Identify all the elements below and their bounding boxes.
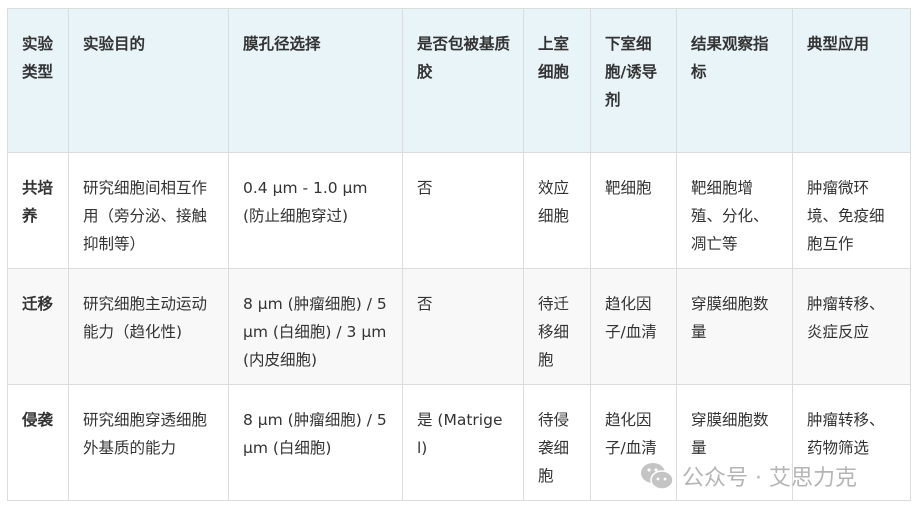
watermark: 公众号 · 艾思力克 xyxy=(640,460,857,492)
table-cell: 肿瘤微环境、免疫细胞互作 xyxy=(792,152,911,269)
table-cell: 共培养 xyxy=(7,152,69,269)
table-cell: 否 xyxy=(402,268,524,385)
table-cell: 穿膜细胞数量 xyxy=(676,384,793,501)
table-cell: 否 xyxy=(402,152,524,269)
header-cell: 上室细胞 xyxy=(523,8,591,153)
header-cell: 典型应用 xyxy=(792,8,911,153)
table-row: 侵袭 研究细胞穿透细胞外基质的能力 8 μm (肿瘤细胞) / 5 μm (白细… xyxy=(7,384,911,501)
table-cell: 研究细胞主动运动能力（趋化性) xyxy=(68,268,229,385)
table-cell: 0.4 μm - 1.0 μm (防止细胞穿过) xyxy=(228,152,403,269)
table-cell: 8 μm (肿瘤细胞) / 5 μm (白细胞) xyxy=(228,384,403,501)
header-cell: 是否包被基质胶 xyxy=(402,8,524,153)
header-cell: 实验目的 xyxy=(68,8,229,153)
table-cell: 研究细胞间相互作用（旁分泌、接触抑制等） xyxy=(68,152,229,269)
table-cell: 研究细胞穿透细胞外基质的能力 xyxy=(68,384,229,501)
table-cell: 是 (Matrigel) xyxy=(402,384,524,501)
table-row: 共培养 研究细胞间相互作用（旁分泌、接触抑制等） 0.4 μm - 1.0 μm… xyxy=(7,152,911,269)
header-cell: 结果观察指标 xyxy=(676,8,793,153)
table-cell: 靶细胞 xyxy=(590,152,677,269)
watermark-text: 公众号 · 艾思力克 xyxy=(682,466,857,491)
table-row: 迁移 研究细胞主动运动能力（趋化性) 8 μm (肿瘤细胞) / 5 μm (白… xyxy=(7,268,911,385)
table-cell: 趋化因子/血清 xyxy=(590,268,677,385)
wechat-icon xyxy=(641,463,674,490)
table-cell: 迁移 xyxy=(7,268,69,385)
table-cell: 穿膜细胞数量 xyxy=(676,268,793,385)
table-cell: 待侵袭细胞 xyxy=(523,384,591,501)
table-cell: 待迁移细胞 xyxy=(523,268,591,385)
table-cell: 肿瘤转移、炎症反应 xyxy=(792,268,911,385)
table-header-row: 实验类型 实验目的 膜孔径选择 是否包被基质胶 上室细胞 下室细胞/诱导剂 结果… xyxy=(7,8,911,153)
header-cell: 膜孔径选择 xyxy=(228,8,403,153)
header-cell: 下室细胞/诱导剂 xyxy=(590,8,677,153)
table-cell: 8 μm (肿瘤细胞) / 5 μm (白细胞) / 3 μm (内皮细胞) xyxy=(228,268,403,385)
table-cell: 肿瘤转移、药物筛选 xyxy=(792,384,911,501)
header-cell: 实验类型 xyxy=(7,8,69,153)
table-cell: 侵袭 xyxy=(7,384,69,501)
table-cell: 靶细胞增殖、分化、凋亡等 xyxy=(676,152,793,269)
comparison-table: 实验类型 实验目的 膜孔径选择 是否包被基质胶 上室细胞 下室细胞/诱导剂 结果… xyxy=(7,8,911,501)
table-cell: 效应细胞 xyxy=(523,152,591,269)
